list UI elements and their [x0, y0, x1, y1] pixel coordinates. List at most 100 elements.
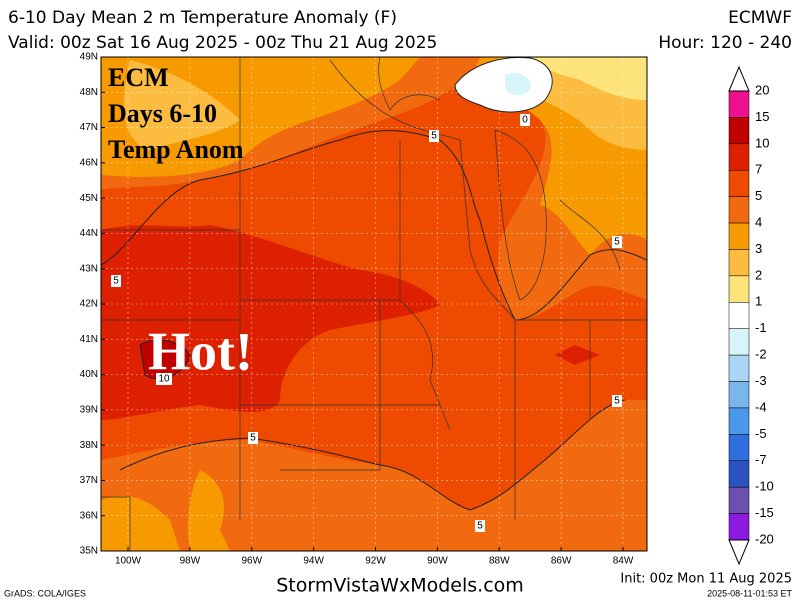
- colorbar-label: 2: [755, 267, 762, 282]
- contour-label: 5: [250, 433, 256, 444]
- site: StormVistaWxModels.com: [276, 575, 524, 597]
- colorbar-bin: [728, 275, 750, 303]
- graticule: [101, 57, 647, 551]
- colorbar-label: -1: [755, 320, 767, 335]
- colorbar-label: -3: [755, 373, 767, 388]
- contour-label-box: [156, 373, 172, 385]
- lat-label: 46N: [80, 157, 98, 168]
- lat-label: 47N: [80, 122, 98, 133]
- lat-label: 40N: [80, 369, 98, 380]
- contour-label: 5: [614, 396, 620, 407]
- contour-label: 5: [614, 237, 620, 248]
- colorbar: 20 15 10 7 5 4 3 2 1 -1 -2 -3 -4 -5 -7 -10 -15 -20: [728, 65, 774, 566]
- lat-label: 44N: [80, 228, 98, 239]
- contour-10: [139, 339, 191, 380]
- colorbar-label: -20: [755, 531, 774, 546]
- colorbar-label: -2: [755, 347, 767, 362]
- contour-label: 5: [477, 521, 483, 532]
- software: GrADS: COLA/IGES: [4, 588, 86, 598]
- colorbar-bin: [728, 249, 750, 277]
- contour-5-south: [119, 399, 626, 511]
- colorbar-bottom-arrow: [728, 539, 750, 566]
- colorbar-label: 3: [755, 241, 762, 256]
- contour-label: 0: [522, 115, 528, 126]
- contour-0: [454, 57, 553, 113]
- colorbar-label: 15: [755, 109, 769, 124]
- overlay-line1: ECM: [108, 63, 169, 92]
- field-3-s: [188, 470, 230, 551]
- overlay-line2: Days 6-10: [108, 99, 217, 128]
- field-neg1: [505, 73, 531, 96]
- field-7: [101, 225, 440, 420]
- contour-label-box: [612, 236, 622, 248]
- lon-label: 94W: [303, 556, 324, 567]
- colorbar-bin: [728, 513, 750, 541]
- valid-range: Valid: 00z Sat 16 Aug 2025 - 00z Thu 21 …: [8, 33, 437, 53]
- contour-label-box: [111, 275, 121, 287]
- lat-label: 48N: [80, 87, 98, 98]
- colorbar-bin: [728, 460, 750, 488]
- lat-label: 38N: [80, 440, 98, 451]
- contour-labels: 5 0 5 5 10 5 5 5: [111, 114, 622, 532]
- lon-label: 88W: [489, 556, 510, 567]
- lat-label: 39N: [80, 404, 98, 415]
- colorbar-label: -4: [755, 399, 767, 414]
- colorbar-label: -15: [755, 505, 774, 520]
- colorbar-label: -10: [755, 479, 774, 494]
- lat-label: 45N: [80, 193, 98, 204]
- contour-5: [101, 130, 647, 321]
- colorbar-label: 5: [755, 188, 762, 203]
- colorbar-bin: [728, 486, 750, 514]
- colorbar-bin: [728, 328, 750, 356]
- field-0: [455, 57, 553, 112]
- lat-label: 42N: [80, 299, 98, 310]
- field-1: [530, 57, 647, 100]
- contour-label: 5: [431, 131, 437, 142]
- init: Init: 00z Mon 11 Aug 2025: [620, 572, 792, 587]
- colorbar-label: 4: [755, 214, 762, 229]
- colorbar-top-arrow: [728, 65, 750, 92]
- colorbar-label: -5: [755, 426, 767, 441]
- colorbar-bin: [728, 90, 750, 118]
- colorbar-bin: [728, 169, 750, 197]
- title: 6-10 Day Mean 2 m Temperature Anomaly (F…: [8, 8, 397, 28]
- model: ECMWF: [728, 8, 792, 28]
- contours: [101, 57, 647, 511]
- lake-shores: [378, 57, 621, 301]
- lat-label: 49N: [80, 52, 98, 63]
- overlay-line3: Temp Anom: [108, 135, 244, 164]
- colorbar-label: -7: [755, 452, 767, 467]
- field-4-south: [101, 400, 647, 551]
- colorbar-bin: [728, 117, 750, 145]
- map-field: [101, 57, 647, 551]
- contour-label-box: [475, 520, 485, 532]
- colorbar-bin: [728, 143, 750, 171]
- lat-label: 36N: [80, 510, 98, 521]
- contour-label-box: [248, 432, 258, 444]
- hours: Hour: 120 - 240: [658, 33, 792, 53]
- lon-label: 96W: [241, 556, 262, 567]
- colorbar-bin: [728, 354, 750, 382]
- axis-labels: 49N 48N 47N 46N 45N 44N 43N 42N 41N 40N 39N 38N 37N 3…: [80, 52, 634, 567]
- state-lines: [101, 57, 647, 551]
- lon-label: 98W: [180, 556, 201, 567]
- colorbar-bin: [728, 222, 750, 250]
- lon-label: 92W: [365, 556, 386, 567]
- field-10: [140, 339, 190, 379]
- contour-label: 5: [113, 276, 119, 287]
- colorbar-bin: [728, 407, 750, 435]
- lon-label: 84W: [613, 556, 634, 567]
- contour-label-box: [520, 114, 530, 126]
- lat-label: 35N: [80, 546, 98, 557]
- colorbar-bin: [728, 302, 750, 329]
- lat-label: 41N: [80, 334, 98, 345]
- lat-label: 43N: [80, 263, 98, 274]
- contour-label: 10: [158, 374, 170, 385]
- colorbar-label: 10: [755, 135, 769, 150]
- contour-label-box: [612, 395, 622, 407]
- field-7-east: [555, 345, 600, 365]
- colorbar-bin: [728, 434, 750, 462]
- colorbar-bin: [728, 196, 750, 224]
- lon-label: 90W: [427, 556, 448, 567]
